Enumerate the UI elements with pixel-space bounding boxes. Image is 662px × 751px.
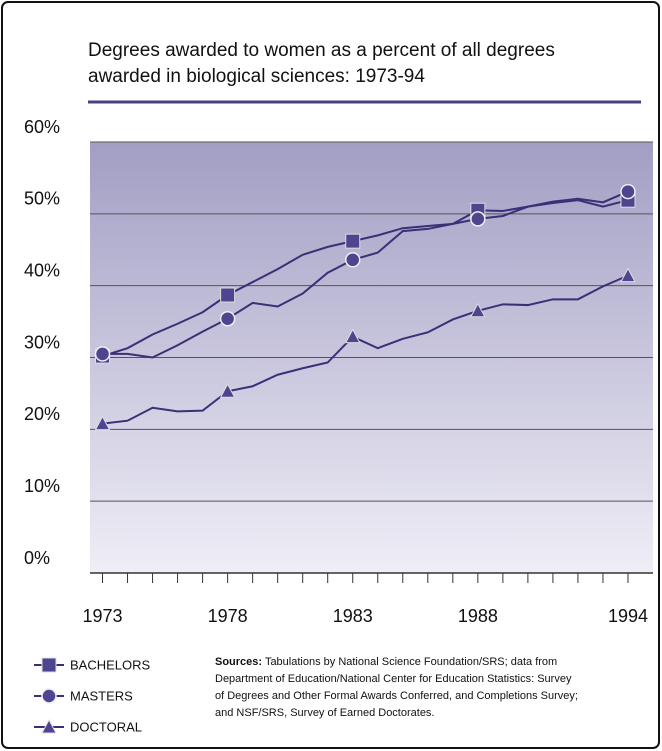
marker xyxy=(219,310,236,327)
marker xyxy=(344,252,361,268)
x-tick-label: 1994 xyxy=(608,606,648,626)
marker xyxy=(470,211,486,227)
marker xyxy=(345,233,361,249)
y-tick-label: 60% xyxy=(24,117,60,137)
marker xyxy=(344,328,361,344)
x-tick-label: 1988 xyxy=(458,606,498,626)
marker xyxy=(620,267,636,283)
legend-label: DOCTORAL xyxy=(70,719,142,734)
sources: Sources: Tabulations by National Science… xyxy=(215,654,655,722)
sources-line: of Degrees and Other Formal Awards Confe… xyxy=(215,690,578,702)
y-tick-label: 40% xyxy=(24,260,60,280)
x-tick-label: 1983 xyxy=(333,606,373,626)
legend-marker xyxy=(41,688,57,704)
marker xyxy=(220,287,236,303)
y-tick-label: 50% xyxy=(24,189,60,209)
sources-line: Tabulations by National Science Foundati… xyxy=(264,656,558,668)
x-tick-label: 1978 xyxy=(208,606,248,626)
legend-label: MASTERS xyxy=(70,688,133,703)
marker xyxy=(94,415,111,431)
marker xyxy=(94,346,111,362)
y-tick-label: 10% xyxy=(24,476,60,496)
marker xyxy=(219,383,236,398)
sources-label: Sources: xyxy=(215,656,263,668)
legend-marker xyxy=(41,718,57,734)
y-tick-label: 0% xyxy=(24,548,50,568)
series-line xyxy=(102,274,629,425)
legend-label: BACHELORS xyxy=(70,657,151,672)
marker xyxy=(620,183,636,200)
series-line xyxy=(102,190,629,359)
legend-marker xyxy=(41,657,57,673)
sources-line: and NSF/SRS, Survey of Earned Doctorates… xyxy=(215,707,435,719)
y-tick-label: 30% xyxy=(24,332,60,352)
chart-title: Degrees awarded to women as a percent of… xyxy=(88,40,555,87)
y-tick-label: 20% xyxy=(24,404,60,424)
sources-line: Department of Education/National Center … xyxy=(215,673,572,685)
x-tick-label: 1973 xyxy=(82,606,122,626)
marker xyxy=(470,302,486,318)
